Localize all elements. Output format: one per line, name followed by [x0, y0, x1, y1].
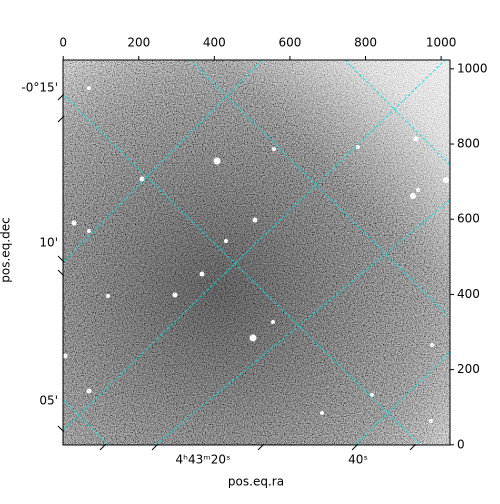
x-tick-label: 800: [354, 36, 377, 50]
x-tick-label: 600: [278, 36, 301, 50]
dec-tick-label: 10': [39, 236, 58, 250]
dec-tick-label: -0°15': [21, 81, 58, 95]
y-tick-label: 400: [457, 287, 480, 301]
image: [63, 60, 450, 445]
axes-frame: [62, 59, 451, 446]
ra-tick-label: 40ˢ: [348, 453, 368, 467]
ra-tick-label: 4ʰ43ᵐ20ˢ: [176, 453, 231, 467]
dec-tick-label: 05': [39, 394, 58, 408]
y-tick-label: 200: [457, 362, 480, 376]
y-axis-label: pos.eq.dec: [0, 217, 13, 282]
y-tick-label: 600: [457, 212, 480, 226]
y-tick-label: 800: [457, 137, 480, 151]
x-tick-label: 1000: [426, 36, 457, 50]
y-tick-label: 0: [457, 437, 465, 451]
x-tick-label: 200: [127, 36, 150, 50]
stars: [63, 86, 449, 423]
coordinate-grid: [63, 60, 450, 445]
wcs-ticks: [57, 93, 417, 451]
y-tick-label: 1000: [457, 61, 488, 75]
x-tick-label: 400: [203, 36, 226, 50]
x-axis-label: pos.eq.ra: [228, 475, 284, 489]
x-tick-label: 0: [59, 36, 67, 50]
